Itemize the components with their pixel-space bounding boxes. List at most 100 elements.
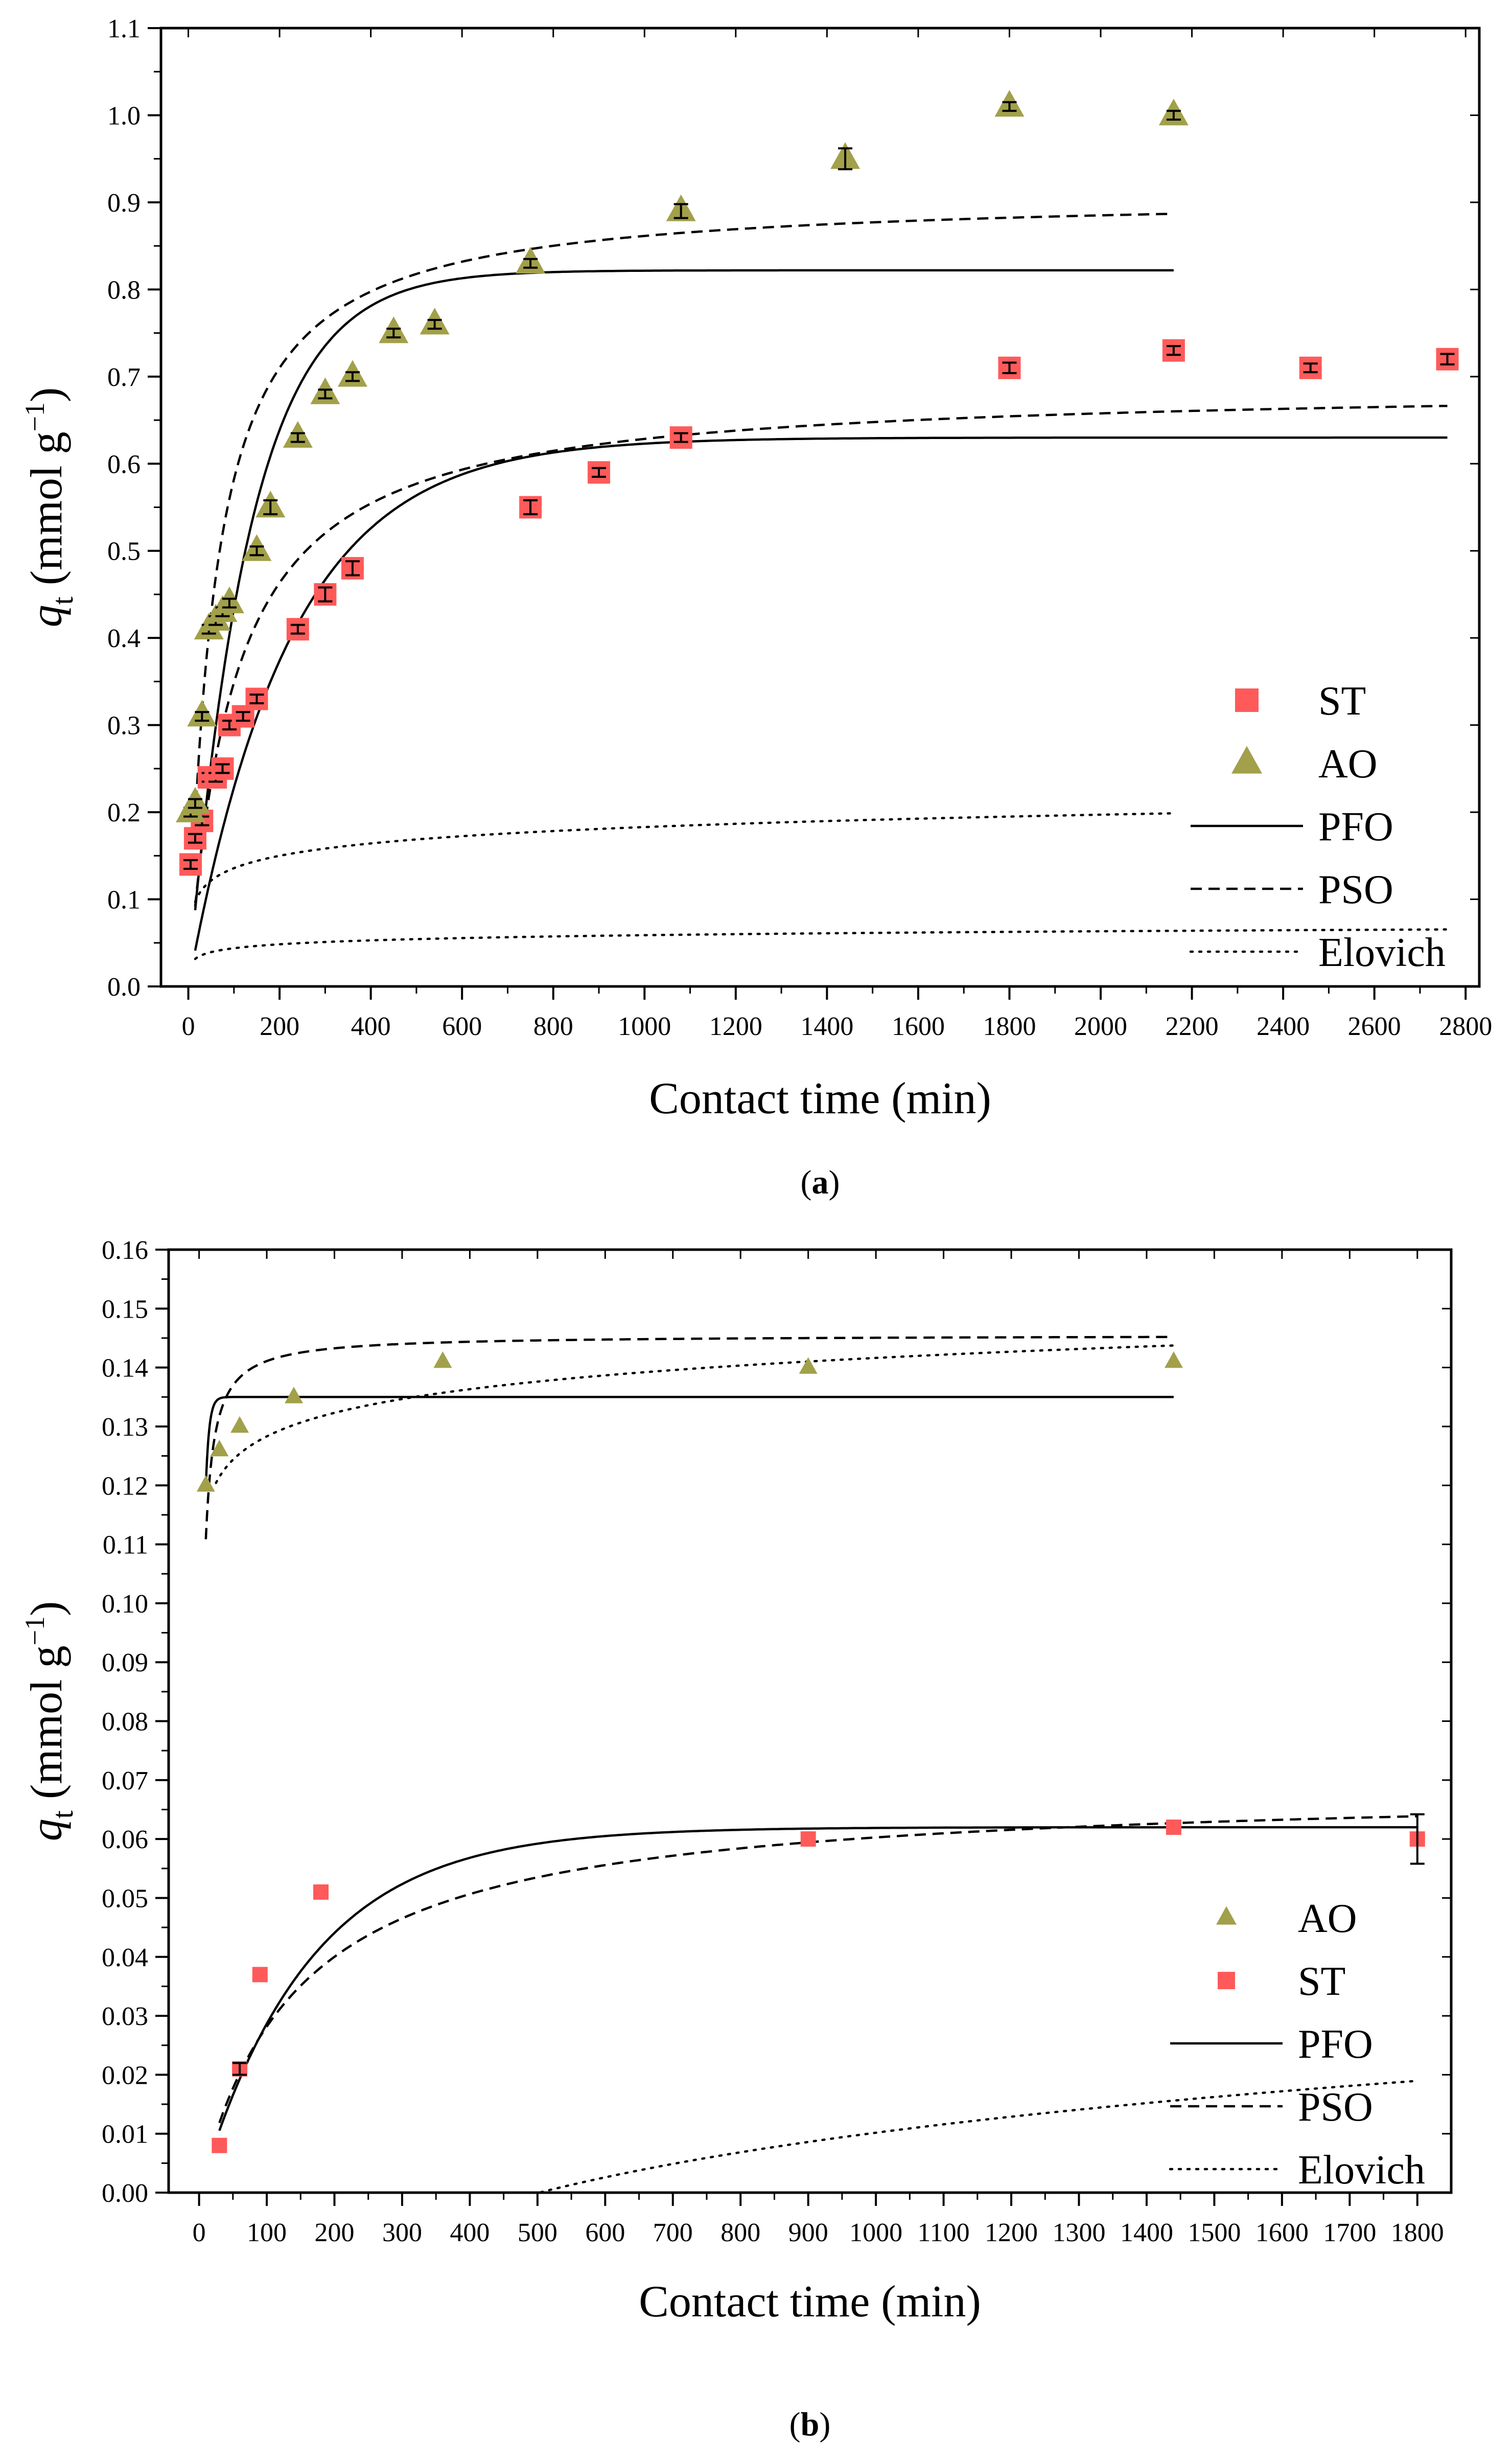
legend-label: PFO — [1298, 2022, 1373, 2067]
x-tick-label: 1200 — [985, 2218, 1038, 2247]
x-tick-label: 200 — [260, 1012, 299, 1041]
y-tick-label: 0.06 — [102, 1825, 148, 1854]
x-tick-label: 1400 — [1120, 2218, 1173, 2247]
fit-curve-pso — [194, 213, 1174, 820]
y-tick-label: 0.11 — [103, 1531, 148, 1560]
x-tick-label: 2200 — [1166, 1012, 1219, 1041]
ao-data-point — [799, 1357, 818, 1374]
chart-panel-b: 0 100 200 300 400 500 600 700 800 900 1000 1100 1200… — [19, 1236, 1453, 2443]
y-label-subscript: t — [46, 596, 79, 605]
y-tick-label: 0.3 — [107, 711, 141, 741]
y-tick-label: 0.10 — [102, 1590, 148, 1619]
y-tick-label: 0.00 — [102, 2179, 148, 2208]
legend-symbol-st — [1235, 688, 1259, 712]
y-tick-label: 0.12 — [102, 1471, 148, 1501]
x-tick-label: 400 — [351, 1012, 391, 1041]
st-data-point — [800, 1831, 816, 1847]
fit-curve-elovich — [194, 928, 1449, 960]
x-tick-label: 2600 — [1348, 1012, 1401, 1041]
panel-caption: (a) — [801, 1164, 840, 1201]
y-tick-label: 0.6 — [107, 450, 141, 479]
caption-letter: a — [812, 1164, 829, 1201]
ao-data-point — [285, 1387, 304, 1403]
x-tick-label: 500 — [518, 2218, 557, 2247]
plot-frame — [159, 27, 1481, 988]
y-tick-label: 0.13 — [102, 1413, 148, 1442]
x-tick-label: 800 — [720, 2218, 760, 2247]
legend-symbol-ao — [1216, 1906, 1237, 1925]
y-label-superscript: −1 — [19, 402, 50, 431]
y-tick-label: 0.2 — [107, 798, 141, 827]
legend-label: PSO — [1318, 867, 1393, 912]
legend: AO ST PFO PSO Elovich — [1169, 1896, 1425, 2193]
y-label-unit: (mmol g — [22, 432, 72, 597]
caption-letter: b — [801, 2406, 820, 2443]
fit-curve-pso — [218, 1815, 1417, 2124]
legend-label: PSO — [1298, 2085, 1373, 2130]
y-axis-label: qt (mmol g−1) — [19, 387, 79, 628]
y-tick-label: 0.09 — [102, 1648, 148, 1677]
x-axis-label: Contact time (min) — [639, 2277, 981, 2327]
y-tick-label: 1.0 — [107, 101, 141, 130]
y-tick-label: 0.14 — [102, 1354, 148, 1383]
plot-frame — [167, 1248, 1453, 2194]
y-label-unit-close: ) — [22, 1601, 72, 1616]
caption-open: ( — [801, 1164, 812, 1201]
st-data-point — [212, 2137, 227, 2153]
x-tick-label: 1000 — [618, 1012, 671, 1041]
panel-caption: (b) — [789, 2406, 831, 2443]
legend: ST AO PFO PSO Elovich — [1189, 679, 1446, 975]
y-tick-label: 0.9 — [107, 189, 141, 218]
fit-curve-pfo — [194, 436, 1448, 951]
y-tick-label: 0.03 — [102, 2002, 148, 2031]
x-tick-label: 1600 — [892, 1012, 945, 1041]
st-data-point — [1166, 1820, 1181, 1835]
fit-curve-pso — [194, 404, 1448, 907]
y-label-unit: (mmol g — [22, 1646, 72, 1811]
legend-label: PFO — [1318, 804, 1393, 849]
x-tick-label: 1100 — [918, 2218, 970, 2247]
y-tick-label: 0.05 — [102, 1884, 148, 1913]
x-tick-label: 1500 — [1188, 2218, 1241, 2247]
legend-label: ST — [1318, 679, 1366, 724]
x-tick-label: 1800 — [983, 1012, 1036, 1041]
x-tick-label: 300 — [382, 2218, 422, 2247]
y-label-superscript: −1 — [19, 1616, 50, 1645]
y-tick-label: 0.16 — [102, 1236, 148, 1265]
legend-label: ST — [1298, 1959, 1345, 2004]
y-tick-label: 0.4 — [107, 624, 141, 653]
caption-close: ) — [819, 2406, 830, 2443]
ao-data-point — [433, 1351, 452, 1368]
y-tick-label: 0.07 — [102, 1766, 148, 1796]
legend-label: AO — [1318, 742, 1378, 787]
fit-curve-pfo — [218, 1826, 1417, 2131]
fit-curve-elovich — [218, 2080, 1419, 2194]
caption-open: ( — [789, 2406, 801, 2443]
y-tick-label: 0.0 — [107, 973, 141, 1002]
y-label-symbol: q — [22, 1819, 72, 1841]
fit-curve-elovich — [215, 1344, 1175, 1484]
x-tick-label: 800 — [533, 1012, 573, 1041]
legend-label: AO — [1298, 1896, 1357, 1941]
ao-data-point — [1164, 1351, 1183, 1368]
fit-curve-pfo — [204, 1396, 1174, 1486]
ao-data-point — [230, 1416, 249, 1433]
y-tick-label: 0.5 — [107, 537, 141, 566]
st-data-point — [252, 1967, 268, 1983]
x-tick-label: 1600 — [1255, 2218, 1309, 2247]
x-tick-label: 1000 — [849, 2218, 902, 2247]
y-axis-label: qt (mmol g−1) — [19, 1601, 79, 1842]
x-tick-label: 1800 — [1391, 2218, 1444, 2247]
x-tick-label: 1200 — [709, 1012, 762, 1041]
y-tick-label: 0.15 — [102, 1295, 148, 1324]
x-tick-label: 100 — [247, 2218, 287, 2247]
y-tick-label: 0.08 — [102, 1708, 148, 1737]
ao-data-point — [196, 1475, 215, 1492]
y-tick-label: 1.1 — [107, 14, 141, 43]
y-tick-label: 0.02 — [102, 2061, 148, 2090]
x-tick-label: 200 — [315, 2218, 355, 2247]
legend-symbol-st — [1218, 1972, 1235, 1989]
x-tick-label: 1300 — [1053, 2218, 1106, 2247]
y-tick-label: 0.8 — [107, 275, 141, 305]
